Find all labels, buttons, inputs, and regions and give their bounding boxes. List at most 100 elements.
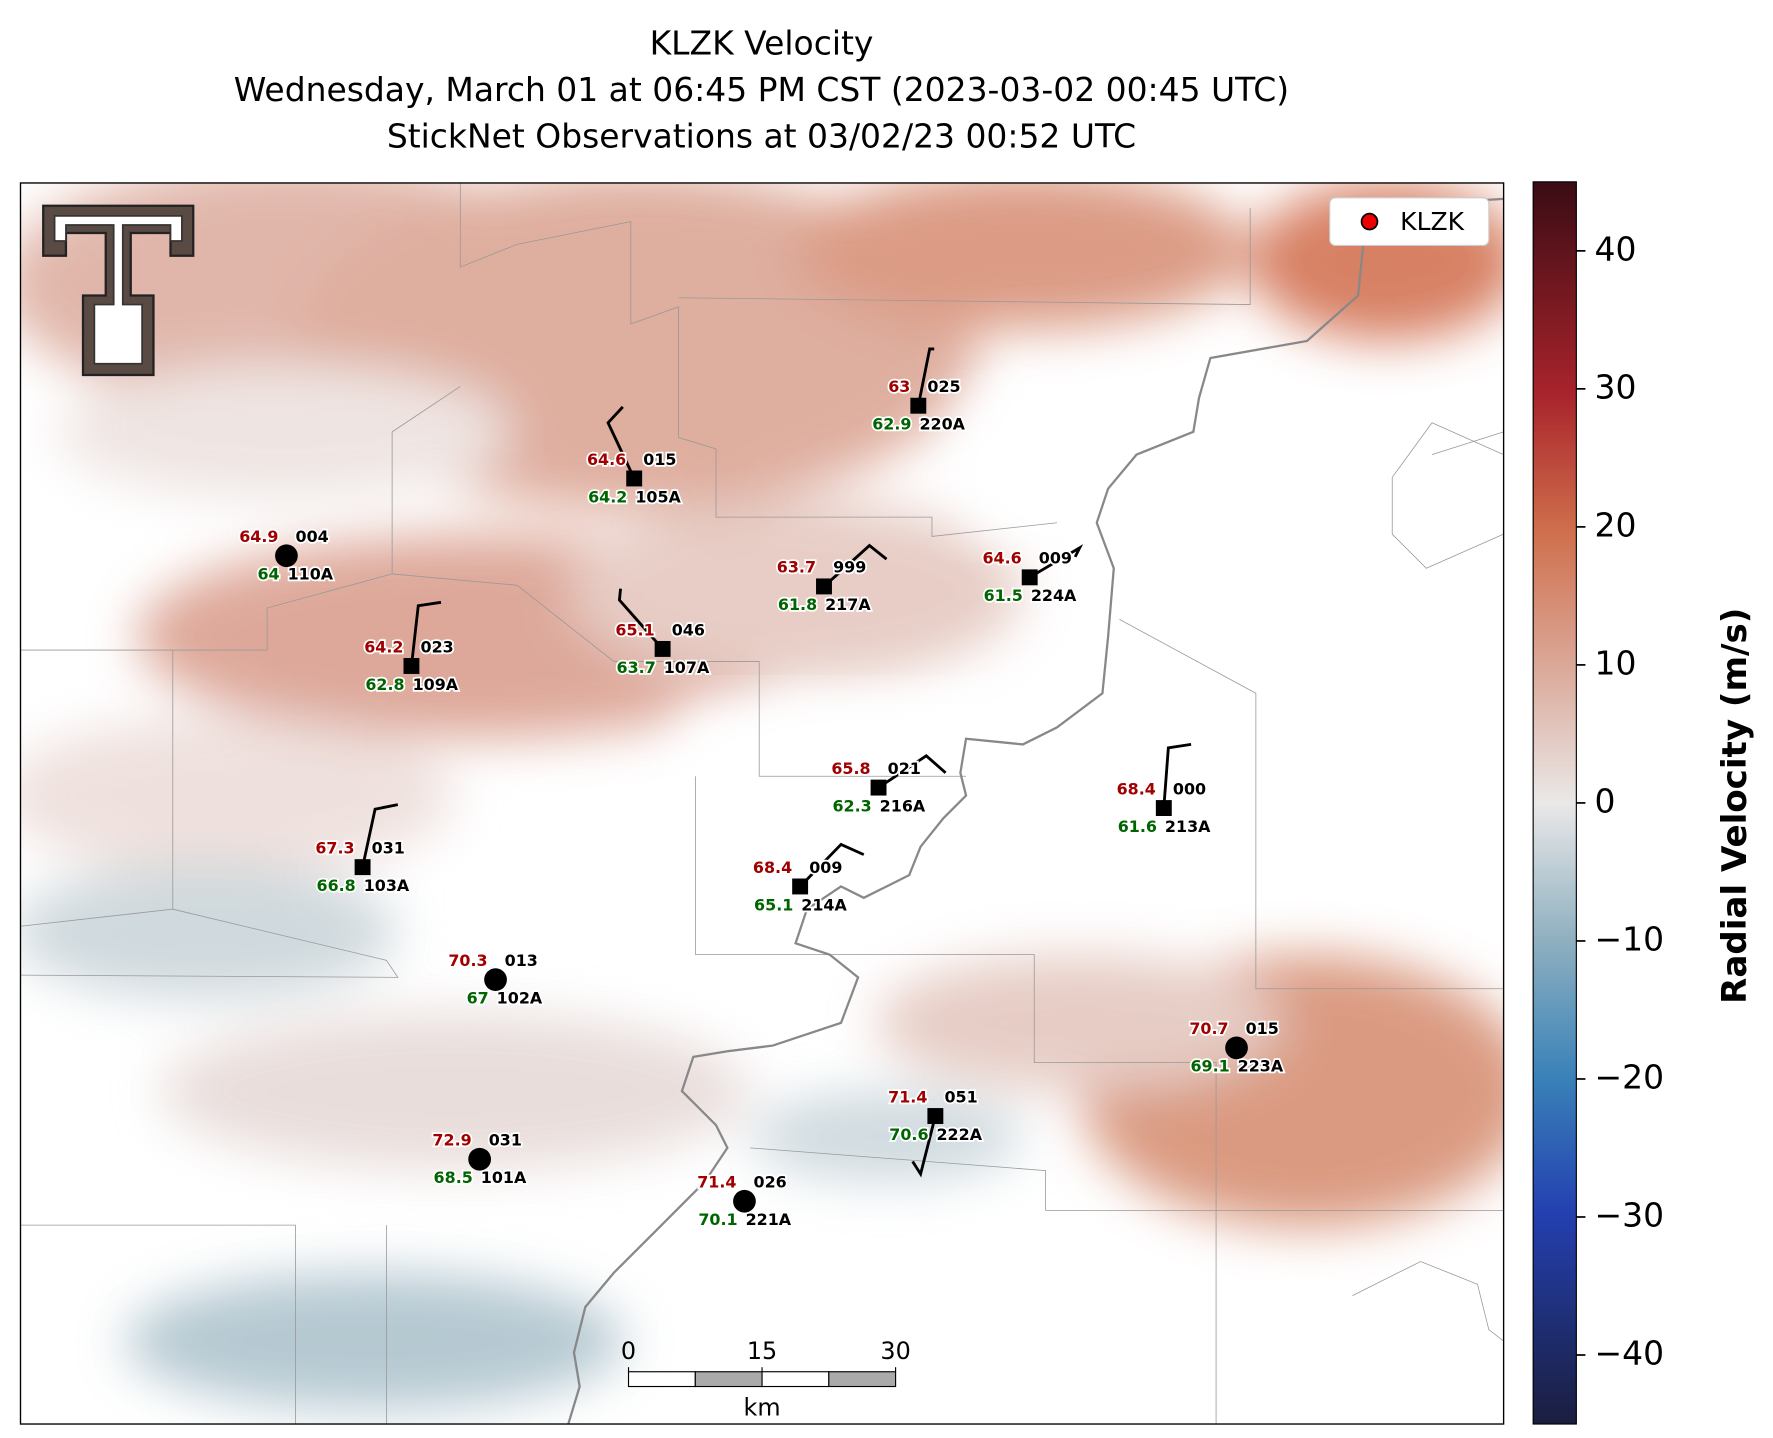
wind-direction: 021	[888, 759, 921, 778]
temperature: 71.4	[888, 1087, 927, 1106]
wind-barb	[877, 753, 947, 789]
scale-bar: 0 15 30 km	[621, 1337, 911, 1422]
radar-field	[20, 182, 1504, 1425]
dewpoint: 61.5	[984, 586, 1023, 605]
legend-box	[1329, 197, 1490, 247]
dewpoint: 61.8	[778, 595, 817, 614]
wind-direction: 015	[1246, 1019, 1279, 1038]
station: 72.9 031 68.5 101A	[431, 1129, 529, 1189]
temperature: 67.3	[315, 838, 354, 857]
station-marker	[910, 397, 927, 414]
temperature: 68.4	[1117, 779, 1156, 798]
wind-direction: 013	[505, 951, 538, 970]
temperature: 72.9	[432, 1131, 471, 1150]
river	[567, 197, 1504, 1425]
wind-direction: 009	[809, 858, 842, 877]
station: 71.4 051 70.6 222A	[886, 1086, 984, 1178]
station-id: 221A	[746, 1210, 792, 1229]
dewpoint: 62.8	[365, 675, 404, 694]
station: 67.3 031 66.8 103A	[314, 803, 412, 897]
legend-label: KLZK	[1400, 207, 1464, 236]
dewpoint: 64	[257, 565, 279, 584]
dewpoint: 70.6	[889, 1125, 928, 1144]
temperature: 71.4	[697, 1173, 736, 1192]
colorbar-tick-label: −10	[1595, 919, 1665, 958]
legend-marker	[1360, 212, 1379, 231]
dewpoint: 70.1	[698, 1210, 737, 1229]
scale-segment	[694, 1371, 763, 1388]
station-marker	[654, 640, 671, 657]
station-marker	[927, 1108, 944, 1124]
temperature: 68.4	[753, 858, 792, 877]
station-marker	[354, 859, 371, 876]
scale-segment	[627, 1371, 696, 1388]
station: 65.8 021 62.3 216A	[830, 753, 947, 817]
colorbar-tick-label: 40	[1595, 229, 1637, 268]
wind-barb	[1028, 544, 1084, 579]
dewpoint: 69.1	[1190, 1057, 1229, 1076]
title-line: KLZK Velocity	[650, 24, 874, 63]
dewpoint: 64.2	[588, 487, 627, 506]
colorbar-tick-label: −30	[1595, 1195, 1665, 1234]
station: 68.4 009 65.1 214A	[751, 842, 865, 916]
station-id: 216A	[880, 796, 926, 815]
temperature: 63.7	[777, 558, 816, 577]
county-lines	[20, 182, 1504, 1425]
temperature: 64.9	[239, 527, 278, 546]
wind-barb	[911, 1115, 937, 1178]
station-id: 217A	[825, 595, 871, 614]
wind-direction: 000	[1173, 779, 1206, 798]
dewpoint: 63.7	[617, 658, 656, 677]
wind-barb	[410, 600, 442, 667]
colorbar-tick-label: 10	[1595, 643, 1637, 682]
wind-direction: 026	[754, 1173, 787, 1192]
station: 70.3 013 67 102A	[447, 949, 545, 1009]
colorbar-tick-label: 0	[1595, 781, 1616, 820]
station-marker	[870, 779, 887, 796]
temperature: 70.7	[1189, 1019, 1228, 1038]
station-id: 102A	[497, 988, 543, 1007]
temperature: 65.8	[831, 759, 870, 778]
station-marker	[1225, 1036, 1248, 1060]
station: 70.7 015 69.1 223A	[1188, 1017, 1286, 1077]
wind-direction: 051	[944, 1087, 977, 1106]
wind-barb	[606, 405, 636, 480]
temperature: 70.3	[448, 951, 487, 970]
wind-barb	[361, 803, 399, 868]
legend: KLZK	[1329, 197, 1490, 247]
station-id: 109A	[413, 675, 459, 694]
colorbar: Radial Velocity (m/s) −40 −30 −20 −10 0 10 20 3…	[1532, 181, 1755, 1425]
dewpoint: 61.6	[1118, 817, 1157, 836]
dewpoint: 68.5	[434, 1168, 473, 1187]
title: KLZK Velocity Wednesday, March 01 at 06:…	[234, 24, 1289, 156]
map-frame	[19, 182, 1505, 1425]
wind-direction: 004	[296, 527, 329, 546]
station-marker	[468, 1147, 492, 1171]
station-marker	[484, 968, 507, 992]
wind-barb	[823, 543, 888, 588]
station-id: 220A	[919, 415, 965, 434]
stations: 64.9 004 64 110A 64.6 015 64.2 105A 63 025 62.9 220…	[238, 347, 1286, 1231]
temperature: 63	[888, 377, 910, 396]
station-id: 110A	[288, 565, 334, 584]
wind-barb	[617, 588, 664, 650]
station-marker	[816, 578, 832, 595]
station: 64.9 004 64 110A	[238, 525, 336, 585]
scale-tick-label: 0	[621, 1337, 636, 1365]
station-id: 213A	[1165, 817, 1211, 836]
scale-unit: km	[744, 1394, 781, 1422]
station: 64.6 015 64.2 105A	[585, 405, 683, 508]
colorbar-gradient	[1532, 181, 1577, 1425]
station-id: 224A	[1031, 586, 1077, 605]
colorbar-tick-label: 20	[1595, 505, 1637, 544]
station-marker	[275, 544, 298, 568]
station-id: 223A	[1238, 1057, 1284, 1076]
logo	[42, 204, 195, 377]
scale-tick-label: 30	[880, 1337, 910, 1365]
station-marker	[1021, 569, 1038, 586]
temperature: 65.1	[615, 620, 654, 639]
scale-tick-label: 15	[747, 1337, 777, 1365]
wind-direction: 046	[672, 620, 705, 639]
station-marker	[626, 470, 643, 487]
